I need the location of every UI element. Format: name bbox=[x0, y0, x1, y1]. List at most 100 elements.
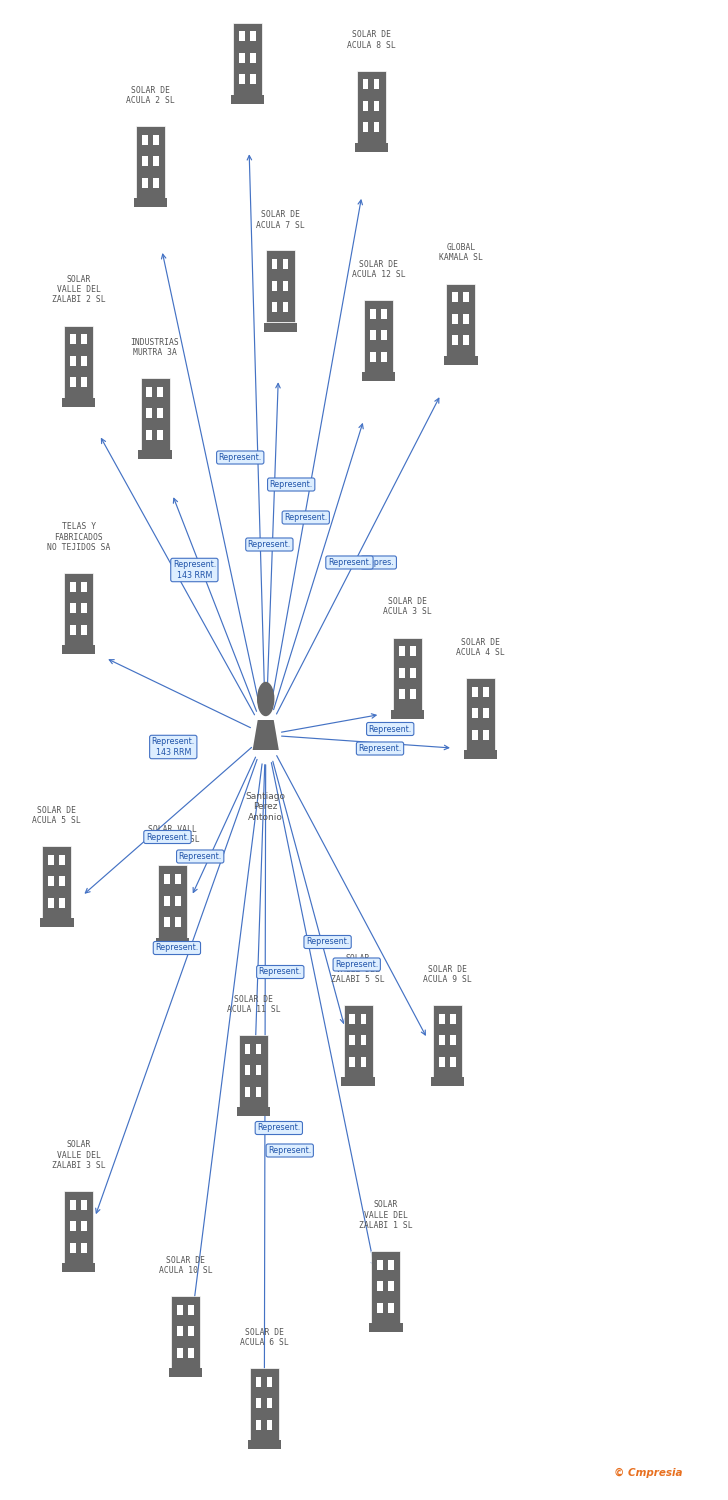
Bar bbox=[373, 100, 379, 111]
Bar bbox=[138, 450, 172, 459]
Bar bbox=[146, 408, 152, 419]
Bar bbox=[59, 876, 65, 886]
Bar bbox=[410, 646, 416, 656]
Bar bbox=[373, 123, 379, 132]
Bar bbox=[431, 1077, 464, 1086]
Bar bbox=[362, 372, 395, 381]
Bar bbox=[62, 645, 95, 654]
Bar bbox=[81, 334, 87, 344]
Bar bbox=[363, 100, 368, 111]
FancyBboxPatch shape bbox=[266, 251, 295, 322]
Bar bbox=[377, 1281, 383, 1292]
FancyBboxPatch shape bbox=[64, 1191, 93, 1263]
Bar bbox=[245, 1088, 250, 1096]
Bar bbox=[370, 352, 376, 362]
Text: Represent.: Represent. bbox=[155, 944, 199, 952]
Text: Represent.: Represent. bbox=[269, 480, 313, 489]
Text: Represent.: Represent. bbox=[258, 968, 302, 976]
Bar bbox=[369, 1323, 403, 1332]
Bar bbox=[360, 1014, 366, 1023]
Bar bbox=[256, 1377, 261, 1386]
Text: INDUSTRIAS
MURTRA 3A: INDUSTRIAS MURTRA 3A bbox=[131, 338, 179, 357]
Bar bbox=[70, 334, 76, 344]
Bar bbox=[370, 309, 376, 318]
Bar bbox=[40, 918, 74, 927]
FancyBboxPatch shape bbox=[136, 126, 165, 198]
Bar bbox=[349, 1035, 355, 1046]
Bar bbox=[164, 874, 170, 884]
Bar bbox=[472, 687, 478, 696]
Bar bbox=[377, 1260, 383, 1269]
Bar bbox=[81, 582, 87, 591]
Text: SOLAR DE
ACULA 3 SL: SOLAR DE ACULA 3 SL bbox=[384, 597, 432, 616]
Bar bbox=[381, 309, 387, 318]
Bar bbox=[444, 356, 478, 364]
Text: Represent.
143 RRM: Represent. 143 RRM bbox=[151, 738, 195, 756]
Circle shape bbox=[258, 682, 274, 716]
Bar bbox=[81, 356, 87, 366]
Bar bbox=[349, 1014, 355, 1023]
Bar bbox=[370, 330, 376, 340]
FancyBboxPatch shape bbox=[393, 638, 422, 710]
Bar bbox=[177, 1326, 183, 1336]
Bar bbox=[188, 1348, 194, 1358]
Bar bbox=[175, 896, 181, 906]
Bar bbox=[266, 1420, 272, 1430]
Text: Represent.: Represent. bbox=[257, 1124, 301, 1132]
Text: Represent.: Represent. bbox=[358, 744, 402, 753]
Bar bbox=[256, 1398, 261, 1408]
Bar bbox=[381, 330, 387, 340]
Bar bbox=[363, 123, 368, 132]
Bar bbox=[452, 314, 458, 324]
Text: SOLAR DE
ACULA 10 SL: SOLAR DE ACULA 10 SL bbox=[159, 1256, 213, 1275]
Bar bbox=[410, 668, 416, 678]
Text: Represent.: Represent. bbox=[248, 540, 291, 549]
Text: © Cmpresia: © Cmpresia bbox=[614, 1467, 682, 1478]
Bar bbox=[250, 75, 256, 84]
Bar bbox=[439, 1058, 445, 1066]
FancyBboxPatch shape bbox=[171, 1296, 200, 1368]
Text: Represent.: Represent. bbox=[328, 558, 371, 567]
Bar bbox=[450, 1014, 456, 1023]
FancyBboxPatch shape bbox=[239, 1035, 268, 1107]
Bar bbox=[153, 178, 159, 188]
Bar bbox=[81, 378, 87, 387]
Bar bbox=[472, 708, 478, 718]
Bar bbox=[245, 1044, 250, 1053]
Text: SOLAR
VALLE DEL
ZALABI 3 SL: SOLAR VALLE DEL ZALABI 3 SL bbox=[52, 1140, 106, 1170]
Bar bbox=[48, 898, 54, 908]
Bar bbox=[81, 603, 87, 613]
Bar bbox=[142, 135, 148, 144]
Bar bbox=[177, 1305, 183, 1314]
Text: SOLAR DE
ACULA 7 SL: SOLAR DE ACULA 7 SL bbox=[256, 210, 304, 230]
Text: Represent.: Represent. bbox=[178, 852, 222, 861]
Bar bbox=[146, 430, 152, 439]
Text: SOLAR DE
ACULA 1 SL: SOLAR DE ACULA 1 SL bbox=[223, 0, 272, 2]
Bar bbox=[410, 690, 416, 699]
Bar bbox=[59, 898, 65, 908]
Bar bbox=[256, 1420, 261, 1430]
Text: Represent.
143 RRM: Represent. 143 RRM bbox=[173, 561, 216, 579]
Bar bbox=[349, 1058, 355, 1066]
Bar bbox=[363, 80, 368, 88]
FancyBboxPatch shape bbox=[344, 1005, 373, 1077]
Bar bbox=[146, 387, 152, 396]
Text: Santiago
Perez
Antonio: Santiago Perez Antonio bbox=[246, 792, 285, 822]
Bar bbox=[282, 260, 288, 268]
Bar bbox=[153, 156, 159, 166]
Bar bbox=[157, 408, 163, 419]
Bar bbox=[164, 918, 170, 927]
Bar bbox=[81, 1221, 87, 1232]
Bar bbox=[81, 1200, 87, 1209]
Bar bbox=[237, 1107, 270, 1116]
Bar bbox=[264, 322, 297, 332]
Bar bbox=[266, 1377, 272, 1386]
Bar bbox=[81, 1244, 87, 1252]
Bar bbox=[245, 1065, 250, 1076]
Bar bbox=[381, 352, 387, 362]
Bar bbox=[341, 1077, 375, 1086]
Bar bbox=[188, 1326, 194, 1336]
Bar bbox=[355, 142, 388, 152]
Bar bbox=[48, 876, 54, 886]
Text: SOLAR
VALLE DEL
ZALABI 2 SL: SOLAR VALLE DEL ZALABI 2 SL bbox=[52, 274, 106, 304]
